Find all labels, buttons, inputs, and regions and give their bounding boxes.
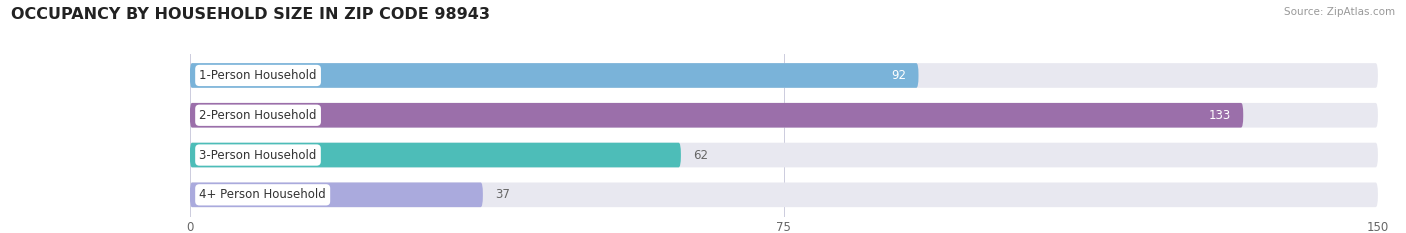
Text: 62: 62: [693, 148, 707, 161]
FancyBboxPatch shape: [190, 103, 1378, 128]
FancyBboxPatch shape: [190, 143, 1378, 167]
FancyBboxPatch shape: [190, 182, 482, 207]
Text: 3-Person Household: 3-Person Household: [200, 148, 316, 161]
FancyBboxPatch shape: [190, 63, 1378, 88]
FancyBboxPatch shape: [190, 182, 1378, 207]
Text: 37: 37: [495, 188, 509, 201]
Text: 133: 133: [1209, 109, 1232, 122]
Text: 2-Person Household: 2-Person Household: [200, 109, 316, 122]
Text: Source: ZipAtlas.com: Source: ZipAtlas.com: [1284, 7, 1395, 17]
FancyBboxPatch shape: [190, 63, 918, 88]
Text: 1-Person Household: 1-Person Household: [200, 69, 316, 82]
Text: 92: 92: [891, 69, 907, 82]
FancyBboxPatch shape: [190, 103, 1243, 128]
FancyBboxPatch shape: [190, 143, 681, 167]
Text: 4+ Person Household: 4+ Person Household: [200, 188, 326, 201]
Text: OCCUPANCY BY HOUSEHOLD SIZE IN ZIP CODE 98943: OCCUPANCY BY HOUSEHOLD SIZE IN ZIP CODE …: [11, 7, 491, 22]
